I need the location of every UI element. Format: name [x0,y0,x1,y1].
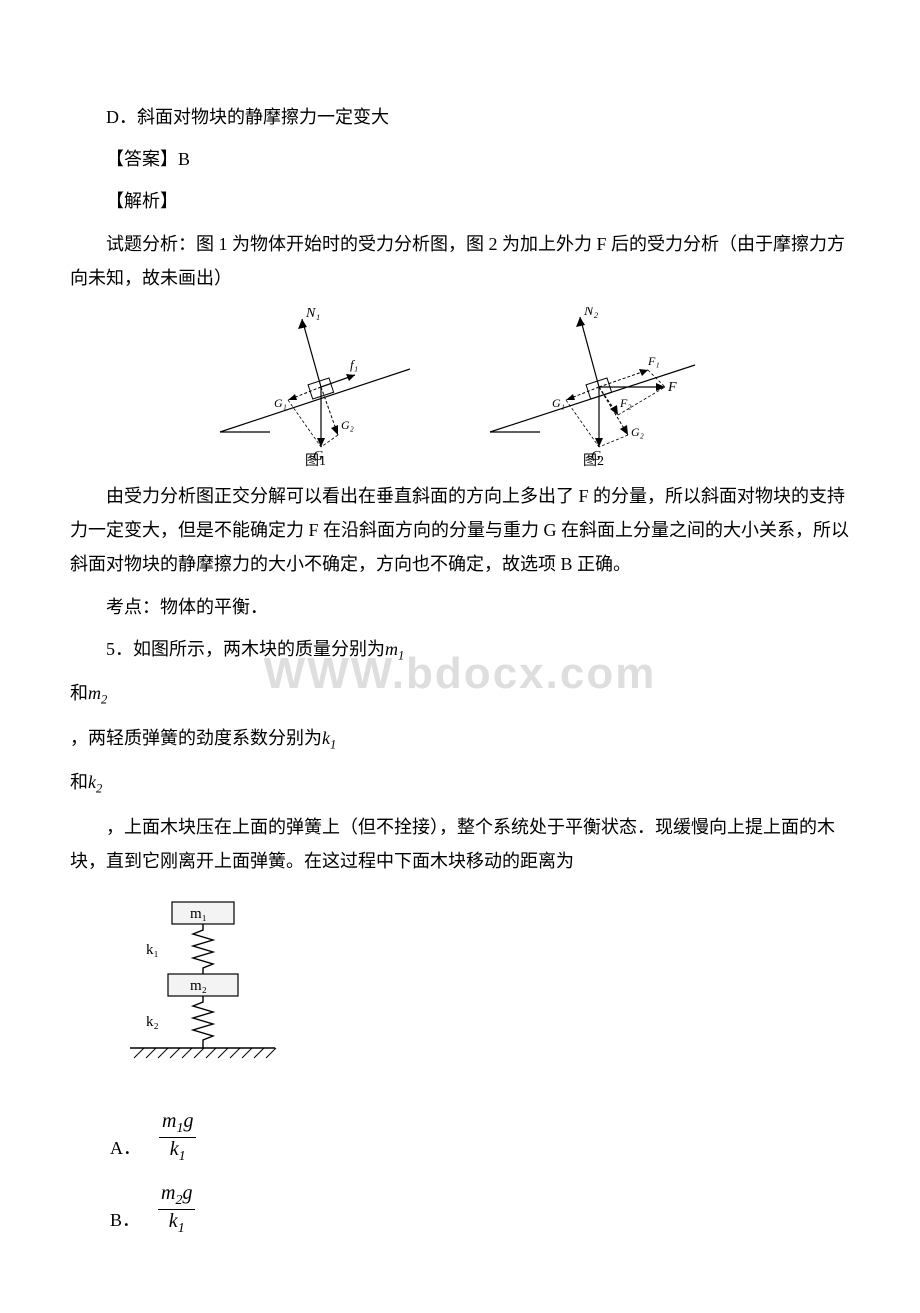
option-b-label: B． [110,1203,140,1237]
svg-text:N₂: N₂ [583,307,598,319]
svg-text:m₁: m₁ [190,906,207,922]
var-m2: m2 [88,683,107,703]
var-k1: k1 [322,728,336,748]
svg-text:G₁: G₁ [552,396,565,410]
svg-text:k₂: k₂ [146,1014,159,1030]
q5-line1: 5．如图所示，两木块的质量分别为m1 [70,632,850,669]
option-d-text: D．斜面对物块的静摩擦力一定变大 [70,100,850,134]
spring-const-prefix: ，两轻质弹簧的劲度系数分别为 [70,728,322,748]
svg-text:G₁: G₁ [274,396,287,410]
svg-text:F₁: F₁ [647,354,660,368]
spring-diagram: m₁ k₁ m₂ k₂ [110,896,850,1092]
svg-text:F: F [667,380,677,395]
option-a-fraction: m1g k1 [159,1110,196,1165]
svg-text:k₁: k₁ [146,942,159,958]
analysis-intro: 试题分析：图 1 为物体开始时的受力分析图，图 2 为加上外力 F 后的受力分析… [70,227,850,295]
and-1: 和 [70,683,88,703]
figure-2: N₂ F F₁ F₂ G [480,307,710,467]
svg-text:G₂: G₂ [631,425,644,439]
and-2: 和 [70,772,88,792]
svg-text:图1: 图1 [305,454,326,467]
svg-text:f₁: f₁ [350,357,358,372]
option-a: A． m1g k1 [110,1110,850,1165]
topic-line: 考点：物体的平衡． [70,590,850,624]
analysis-label: 【解析】 [70,184,850,218]
option-a-label: A． [110,1131,141,1165]
option-b: B． m2g k1 [110,1182,850,1237]
svg-text:N₁: N₁ [305,307,320,321]
q5-line3: ，两轻质弹簧的劲度系数分别为k1 [70,721,850,758]
analysis-body: 由受力分析图正交分解可以看出在垂直斜面的方向上多出了 F 的分量，所以斜面对物块… [70,479,850,582]
option-b-fraction: m2g k1 [158,1182,195,1237]
svg-text:F₂: F₂ [619,396,632,410]
svg-text:G₂: G₂ [341,418,354,432]
force-diagrams: N₁ f₁ G G₁ G₂ 图1 [70,307,850,467]
q5-line2: 和m2 [70,676,850,713]
q5-line4: 和k2 [70,765,850,802]
var-m1: m1 [385,639,404,659]
svg-text:m₂: m₂ [190,978,207,994]
q5-body: ，上面木块压在上面的弹簧上（但不拴接），整个系统处于平衡状态．现缓慢向上提上面的… [70,810,850,878]
figure-1: N₁ f₁ G G₁ G₂ 图1 [210,307,420,467]
answer-label: 【答案】B [70,142,850,176]
var-k2: k2 [88,772,102,792]
svg-text:图2: 图2 [583,454,604,467]
q5-prefix: 5．如图所示，两木块的质量分别为 [106,639,385,659]
